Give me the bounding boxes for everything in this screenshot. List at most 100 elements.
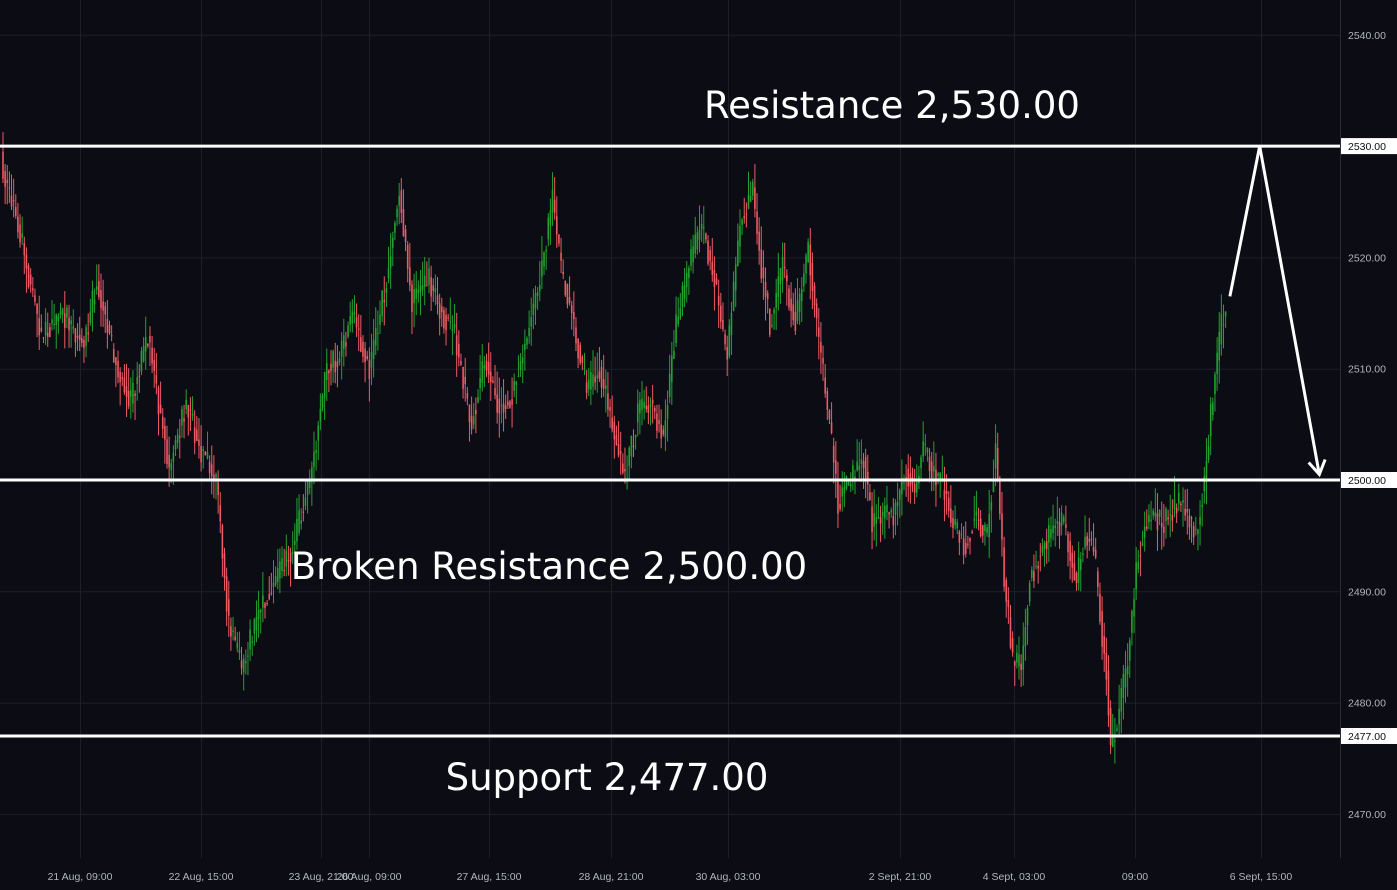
candle-body bbox=[95, 286, 98, 290]
candle bbox=[466, 387, 469, 406]
candle-body bbox=[1013, 661, 1016, 666]
candle-body bbox=[890, 510, 893, 513]
candle-body bbox=[119, 371, 121, 382]
candle-body bbox=[40, 327, 43, 332]
candle-body bbox=[786, 275, 788, 282]
candle-body bbox=[1169, 514, 1172, 516]
candle-body bbox=[1163, 526, 1165, 533]
candle bbox=[1016, 644, 1018, 669]
candle bbox=[977, 507, 980, 531]
candle-body bbox=[147, 343, 149, 347]
candle-body bbox=[609, 407, 611, 411]
price-tick: 2540.00 bbox=[1348, 30, 1386, 42]
candle-body bbox=[366, 355, 369, 360]
candle-body bbox=[715, 278, 718, 284]
candle-body bbox=[975, 511, 978, 516]
candle-body bbox=[984, 525, 986, 532]
candle bbox=[564, 280, 567, 297]
candle bbox=[513, 373, 515, 398]
candle-body bbox=[27, 265, 30, 288]
candle bbox=[545, 245, 547, 270]
candle bbox=[1033, 554, 1035, 589]
candle bbox=[1048, 517, 1050, 562]
candle bbox=[756, 193, 758, 245]
candle-body bbox=[245, 661, 247, 664]
candle bbox=[519, 353, 522, 377]
candle-body bbox=[585, 382, 588, 393]
candle bbox=[1218, 312, 1221, 384]
candle-body bbox=[1114, 740, 1116, 742]
candle bbox=[272, 560, 275, 604]
candle bbox=[42, 336, 45, 344]
candle bbox=[53, 303, 55, 330]
candle-body bbox=[1041, 545, 1044, 553]
candle-body bbox=[76, 335, 79, 338]
candle-body bbox=[176, 434, 179, 443]
candle-body bbox=[717, 295, 720, 306]
candle-body bbox=[178, 436, 181, 438]
candle-body bbox=[1045, 541, 1048, 549]
candle-body bbox=[509, 401, 511, 408]
candle-body bbox=[191, 413, 194, 416]
candle bbox=[913, 468, 916, 504]
candle bbox=[926, 447, 929, 462]
candle bbox=[55, 313, 58, 349]
candle bbox=[217, 470, 219, 514]
candle bbox=[1103, 622, 1106, 672]
candle-body bbox=[1173, 499, 1176, 509]
candle bbox=[754, 164, 756, 218]
time-axis[interactable]: 21 Aug, 09:00 22 Aug, 15:00 23 Aug, 21:002… bbox=[48, 871, 1293, 883]
candle-body bbox=[1001, 513, 1003, 540]
candle bbox=[1109, 700, 1112, 754]
candle bbox=[134, 390, 136, 421]
candle-body bbox=[74, 328, 77, 343]
candle bbox=[46, 312, 49, 347]
candle-body bbox=[962, 538, 965, 556]
candle-body bbox=[700, 223, 703, 230]
candle bbox=[115, 356, 117, 388]
candle-body bbox=[36, 304, 38, 314]
candle-body bbox=[551, 189, 554, 213]
candle bbox=[647, 396, 650, 425]
candle bbox=[379, 300, 381, 334]
candle-body bbox=[820, 342, 822, 353]
candle-body bbox=[498, 398, 501, 414]
candle-body bbox=[379, 314, 381, 325]
candle bbox=[34, 288, 36, 306]
candle-body bbox=[351, 311, 354, 324]
candle-body bbox=[372, 339, 375, 359]
candle bbox=[732, 271, 735, 312]
candle-body bbox=[321, 395, 324, 408]
candle-body bbox=[604, 385, 607, 389]
candle bbox=[982, 524, 984, 543]
candle bbox=[575, 317, 577, 351]
candle-body bbox=[264, 603, 266, 608]
candle-body bbox=[896, 501, 899, 506]
candle-body bbox=[720, 305, 722, 322]
candle-body bbox=[14, 207, 17, 217]
candle-body bbox=[1150, 519, 1152, 522]
candle bbox=[817, 308, 820, 360]
support-label: Support 2,477.00 bbox=[446, 756, 769, 799]
candle bbox=[609, 398, 611, 428]
candle bbox=[106, 300, 109, 349]
candle-body bbox=[734, 264, 737, 291]
candle bbox=[1224, 311, 1227, 329]
candle bbox=[907, 454, 910, 502]
candle bbox=[602, 354, 605, 397]
candle-body bbox=[204, 451, 207, 455]
candle-body bbox=[666, 404, 669, 419]
candle-body bbox=[828, 410, 831, 420]
candle bbox=[1165, 506, 1167, 539]
candle-body bbox=[257, 610, 260, 619]
candle bbox=[430, 265, 432, 311]
candle-body bbox=[315, 450, 317, 453]
candle-body bbox=[289, 552, 292, 563]
candle-body bbox=[800, 289, 803, 302]
price-axis[interactable]: 2540.00 2530.00 2520.00 2510.00 2500.00 2490.… bbox=[1341, 30, 1397, 821]
candle bbox=[36, 302, 38, 338]
candle-body bbox=[1097, 571, 1099, 588]
candle-body bbox=[1148, 514, 1150, 523]
candle-body bbox=[573, 312, 575, 320]
